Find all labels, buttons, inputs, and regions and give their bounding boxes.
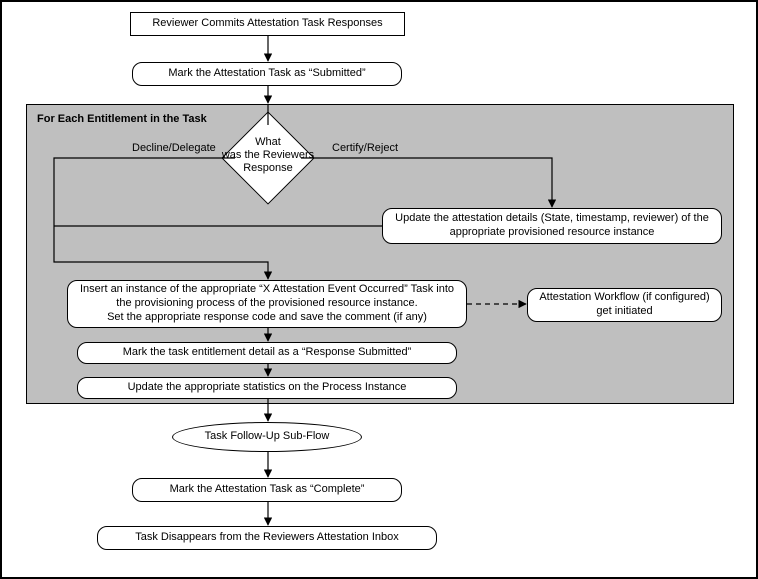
node-update-attestation: Update the attestation details (State, t… [382,208,722,244]
node-update-stats: Update the appropriate statistics on the… [77,377,457,399]
node-mark-response-submitted: Mark the task entitlement detail as a “R… [77,342,457,364]
node-mark-submitted: Mark the Attestation Task as “Submitted” [132,62,402,86]
subgroup-label: For Each Entitlement in the Task [37,113,207,125]
edge-label-decline: Decline/Delegate [132,142,216,154]
node-workflow-initiated: Attestation Workflow (if configured) get… [527,288,722,322]
node-insert-event: Insert an instance of the appropriate “X… [67,280,467,328]
flowchart-canvas: For Each Entitlement in the Task Reviewe… [0,0,758,579]
node-followup-subflow: Task Follow-Up Sub-Flow [172,422,362,452]
edge-label-certify: Certify/Reject [332,142,398,154]
node-mark-complete: Mark the Attestation Task as “Complete” [132,478,402,502]
node-reviewer-commits: Reviewer Commits Attestation Task Respon… [130,12,405,36]
node-task-disappears: Task Disappears from the Reviewers Attes… [97,526,437,550]
